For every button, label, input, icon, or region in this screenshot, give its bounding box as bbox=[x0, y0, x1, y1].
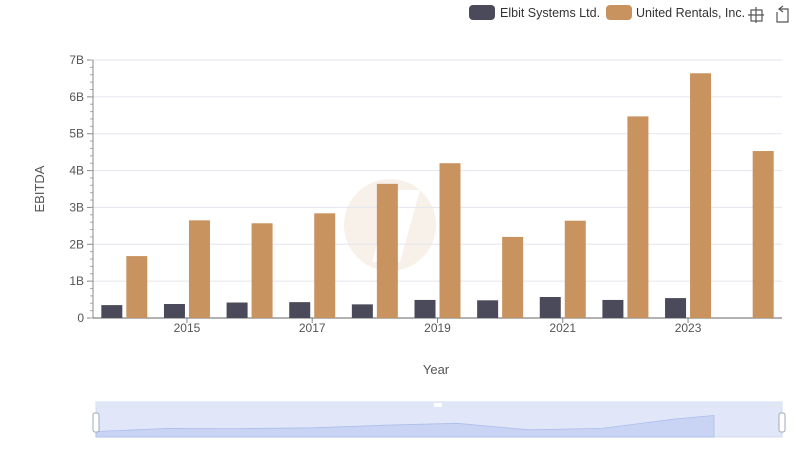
bar-united-rentals-2015[interactable] bbox=[188, 220, 210, 318]
bar-united-rentals-2017[interactable] bbox=[314, 213, 336, 318]
legend-item-united-rentals[interactable]: United Rentals, Inc. bbox=[606, 5, 745, 20]
bar-elbit-2020[interactable] bbox=[477, 300, 499, 318]
bar-elbit-2015[interactable] bbox=[163, 303, 185, 318]
gridlines bbox=[93, 59, 782, 282]
x-tick-label: 2015 bbox=[174, 321, 201, 335]
x-axis-label: Year bbox=[423, 362, 450, 377]
y-tick-label: 1B bbox=[69, 274, 84, 288]
y-tick-label: 2B bbox=[69, 237, 84, 251]
x-tick-label: 2019 bbox=[424, 321, 451, 335]
x-tick-label: 2023 bbox=[675, 321, 702, 335]
bar-united-rentals-2024[interactable] bbox=[752, 151, 774, 318]
y-tick-label: 6B bbox=[69, 90, 84, 104]
bar-united-rentals-2016[interactable] bbox=[251, 223, 273, 318]
bars bbox=[101, 73, 774, 319]
bar-united-rentals-2023[interactable] bbox=[690, 73, 712, 318]
zoom-slider-preview-area bbox=[95, 414, 715, 438]
zoom-slider-grip[interactable] bbox=[434, 403, 442, 407]
bar-united-rentals-2022[interactable] bbox=[627, 116, 649, 319]
x-axis: 2015 2017 2019 2021 2023 bbox=[93, 317, 782, 335]
bar-elbit-2022[interactable] bbox=[602, 299, 624, 318]
bar-united-rentals-2018[interactable] bbox=[376, 183, 398, 318]
zoom-slider-selection[interactable] bbox=[96, 408, 782, 437]
legend: Elbit Systems Ltd. United Rentals, Inc. bbox=[469, 5, 745, 20]
bar-united-rentals-2020[interactable] bbox=[502, 236, 524, 318]
bar-elbit-2014[interactable] bbox=[101, 305, 123, 318]
y-tick-label: 7B bbox=[69, 53, 84, 67]
zoom-slider[interactable] bbox=[92, 401, 786, 438]
zoom-slider-right-handle[interactable] bbox=[778, 412, 786, 433]
bar-elbit-2023[interactable] bbox=[665, 298, 687, 318]
legend-label-elbit: Elbit Systems Ltd. bbox=[500, 6, 600, 20]
x-tick-label: 2017 bbox=[299, 321, 326, 335]
bar-elbit-2016[interactable] bbox=[226, 302, 248, 318]
x-tick-label: 2021 bbox=[549, 321, 576, 335]
legend-swatch-elbit bbox=[469, 5, 495, 20]
y-axis-label: EBITDA bbox=[32, 165, 47, 212]
crosshair-zoom-icon[interactable] bbox=[748, 7, 764, 23]
zoom-reset-icon[interactable] bbox=[776, 5, 789, 23]
y-axis: 0 1B 2B 3B 4B 5B 6B 7B bbox=[69, 53, 94, 325]
bar-elbit-2021[interactable] bbox=[539, 296, 561, 318]
legend-item-elbit[interactable]: Elbit Systems Ltd. bbox=[469, 5, 600, 20]
bar-elbit-2019[interactable] bbox=[414, 299, 436, 318]
bar-elbit-2018[interactable] bbox=[351, 304, 373, 318]
legend-swatch-united-rentals bbox=[606, 5, 632, 20]
zoom-slider-left-handle[interactable] bbox=[92, 412, 100, 433]
bar-united-rentals-2021[interactable] bbox=[564, 220, 586, 318]
bar-elbit-2017[interactable] bbox=[289, 302, 311, 318]
y-tick-label: 5B bbox=[69, 127, 84, 141]
bar-united-rentals-2019[interactable] bbox=[439, 163, 461, 318]
legend-label-united-rentals: United Rentals, Inc. bbox=[636, 6, 745, 20]
y-tick-label: 0 bbox=[77, 311, 84, 325]
y-tick-label: 4B bbox=[69, 164, 84, 178]
bar-united-rentals-2014[interactable] bbox=[126, 256, 148, 318]
y-tick-label: 3B bbox=[69, 200, 84, 214]
